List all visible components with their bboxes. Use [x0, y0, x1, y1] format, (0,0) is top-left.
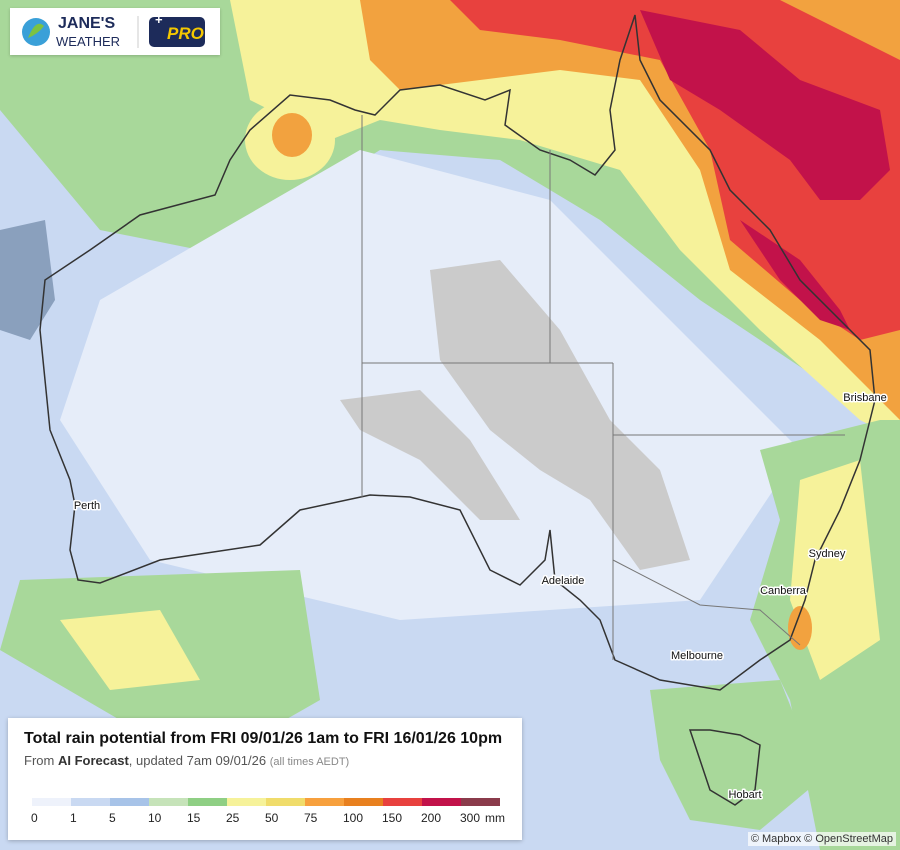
scale-swatch	[344, 798, 383, 806]
scale-swatch	[32, 798, 71, 806]
scale-swatch	[188, 798, 227, 806]
scale-swatch	[383, 798, 422, 806]
city-label: Hobart	[728, 789, 761, 801]
rain-zone	[790, 460, 880, 680]
scale-swatch	[461, 798, 500, 806]
subtitle-note: (all times AEDT)	[269, 756, 350, 768]
scale-label: 10	[148, 811, 162, 825]
city-label: Adelaide	[542, 575, 585, 587]
rain-zone	[272, 113, 312, 157]
rain-zone	[788, 606, 812, 650]
logo-leaf	[28, 23, 44, 38]
legend-subtitle: From AI Forecast, updated 7am 09/01/26 (…	[24, 753, 349, 768]
scale-label: 100	[343, 811, 364, 825]
scale-swatch	[149, 798, 188, 806]
scale-swatch	[71, 798, 110, 806]
coastline	[688, 729, 761, 806]
legend-panel: Total rain potential from FRI 09/01/26 1…	[8, 718, 522, 840]
pro-text: PRO	[167, 24, 204, 43]
scale-swatch	[227, 798, 266, 806]
scale-label: 300	[460, 811, 481, 825]
scale-label: 15	[187, 811, 201, 825]
logo-text: WEATHER	[56, 34, 120, 49]
scale-label: 200	[421, 811, 442, 825]
scale-label: 25	[226, 811, 240, 825]
pro-plus: +	[155, 12, 163, 27]
legend-title: Total rain potential from FRI 09/01/26 1…	[24, 730, 503, 747]
city-label: Sydney	[809, 548, 846, 560]
rain-zone	[650, 680, 820, 830]
logo-art: JANE'S WEATHER + PRO	[22, 12, 205, 49]
city-label: Canberra	[760, 585, 807, 597]
coastline	[39, 14, 876, 691]
scale-label: 0	[31, 811, 38, 825]
dry-zone	[430, 260, 690, 570]
scale-swatch	[305, 798, 344, 806]
attribution: © Mapbox © OpenStreetMap	[747, 832, 896, 846]
pro-badge	[149, 17, 205, 47]
dry-zone	[340, 390, 520, 520]
logo-text: JANE'S	[58, 15, 115, 32]
subtitle-source: AI Forecast	[57, 753, 129, 768]
subtitle-text: From	[24, 753, 55, 768]
city-label: Brisbane	[843, 392, 886, 404]
scale-swatch	[266, 798, 305, 806]
scale-label: 1	[70, 811, 77, 825]
scale-label: 5	[109, 811, 116, 825]
scale-label: 50	[265, 811, 279, 825]
scale-unit: mm	[485, 811, 505, 825]
rain-zone	[640, 10, 890, 200]
rain-zone	[60, 610, 200, 690]
scale-label: 75	[304, 811, 318, 825]
scale-swatch	[110, 798, 149, 806]
scale-label: 150	[382, 811, 403, 825]
city-label: Perth	[74, 500, 100, 512]
city-label: Melbourne	[671, 650, 723, 662]
state-border	[361, 115, 845, 660]
scale-swatch	[422, 798, 461, 806]
logo: JANE'S WEATHER + PRO	[10, 8, 220, 55]
subtitle-text: , updated 7am 09/01/26	[128, 753, 267, 768]
